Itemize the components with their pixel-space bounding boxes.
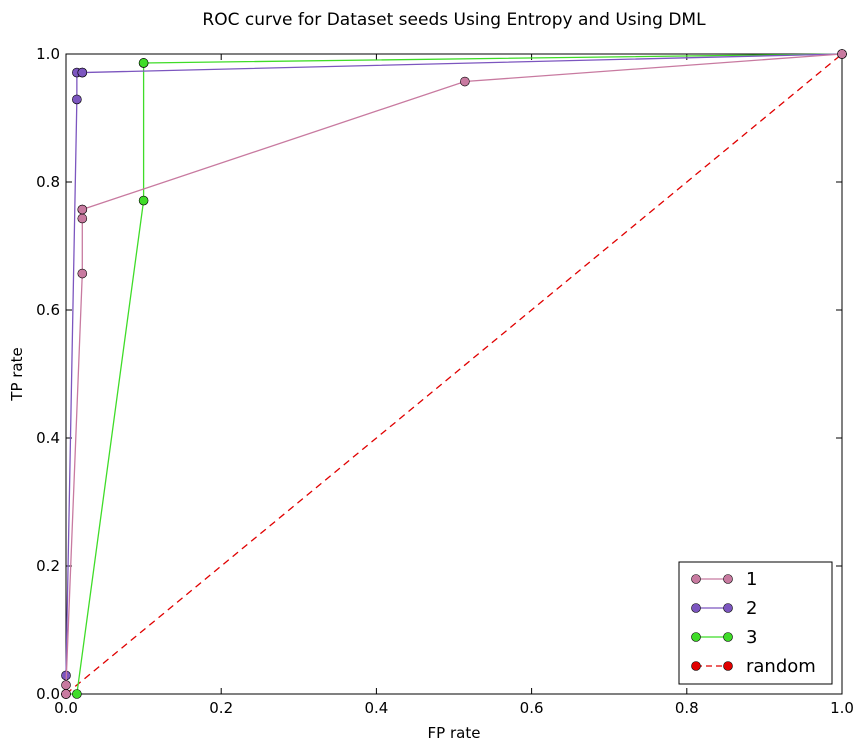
legend-box — [678, 561, 833, 685]
legend-item-1: 1 — [691, 569, 757, 590]
y-tick-label: 0.0 — [36, 685, 60, 703]
data-point-1 — [77, 268, 88, 279]
legend-item-3: 3 — [691, 627, 757, 648]
legend-item-random: random — [691, 656, 816, 677]
x-tick-label: 0.0 — [54, 699, 78, 717]
series-1 — [61, 49, 847, 699]
legend-label: 1 — [746, 569, 757, 590]
data-point-2 — [77, 67, 88, 78]
data-point-1 — [77, 204, 88, 215]
data-point-1 — [61, 689, 71, 699]
y-tick-label: 0.8 — [36, 173, 60, 191]
data-point-1 — [61, 680, 71, 690]
data-point-1 — [460, 76, 470, 87]
legend: 1 2 3 random — [678, 561, 833, 685]
y-tick-label: 0.4 — [36, 429, 60, 447]
plot-frame — [65, 53, 843, 695]
x-tick-label: 0.4 — [364, 699, 388, 717]
series-layer — [61, 49, 847, 699]
x-tick-label: 0.6 — [520, 699, 544, 717]
legend-label: 3 — [746, 627, 757, 648]
x-tick-label: 1.0 — [830, 699, 854, 717]
data-point-1 — [77, 213, 88, 224]
data-point-1 — [837, 49, 847, 59]
y-tick-label: 0.2 — [36, 557, 60, 575]
data-point-3 — [138, 195, 149, 206]
x-axis-label: FP rate — [428, 724, 481, 742]
data-point-3 — [138, 58, 149, 68]
chart-title: ROC curve for Dataset seeds Using Entrop… — [202, 10, 706, 30]
data-point-3 — [72, 689, 82, 699]
y-axis-label: TP rate — [8, 347, 26, 401]
data-point-2 — [72, 94, 82, 105]
x-tick-label: 0.8 — [675, 699, 699, 717]
y-tick-label: 0.6 — [36, 301, 60, 319]
legend-label: random — [746, 656, 816, 677]
legend-item-2: 2 — [691, 598, 757, 619]
y-tick-label: 1.0 — [36, 45, 60, 63]
axis-ticks: 0.0 0.2 0.4 0.6 0.8 1.0 0.0 0.2 0.4 0.6 0.8 1.0 — [36, 45, 854, 717]
legend-label: 2 — [746, 598, 757, 619]
x-tick-label: 0.2 — [209, 699, 233, 717]
